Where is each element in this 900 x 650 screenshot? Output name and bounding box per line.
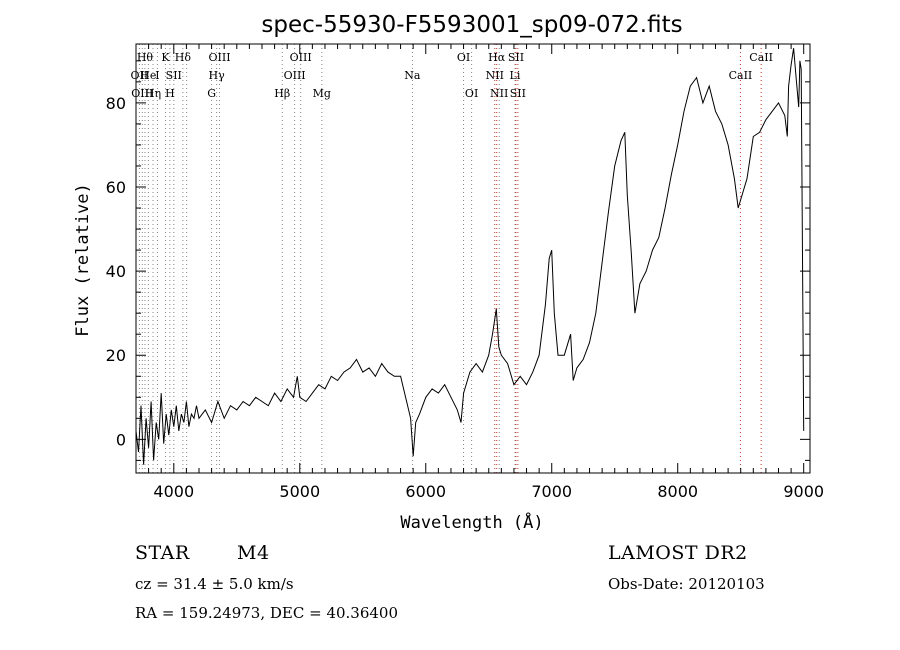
y-axis-label: Flux (relative)	[73, 183, 93, 337]
x-tick-label: 8000	[657, 482, 698, 501]
spectral-line-label: SII	[510, 87, 526, 100]
spectral-line-label: CaII	[749, 51, 773, 64]
x-tick-label: 5000	[279, 482, 320, 501]
spectral-line-markers	[138, 44, 762, 473]
plot-frame	[135, 43, 811, 474]
spectral-line-label: He	[140, 69, 156, 82]
spectral-line-label: OI	[457, 51, 470, 64]
spectrum-line	[135, 48, 805, 465]
spectral-line-label: Hθ	[137, 51, 154, 64]
y-tick-label: 0	[116, 430, 126, 449]
spectral-line-label: Hδ	[175, 51, 192, 64]
spectral-line-label: Hη	[145, 87, 161, 100]
redshift-text: cz = 31.4 ± 5.0 km/s	[135, 575, 294, 593]
y-tick-label: 80	[106, 94, 126, 113]
object-subclass: M4	[237, 542, 270, 564]
coordinates: RA = 159.24973, DEC = 40.36400	[135, 604, 399, 622]
spectral-line-label: G	[207, 87, 216, 100]
spectral-line-label: OIII	[208, 51, 230, 64]
x-tick-label: 9000	[783, 482, 824, 501]
x-tick-label: 4000	[153, 482, 194, 501]
spectral-line-label: Hα	[488, 51, 506, 64]
spectral-line-label: OI	[465, 87, 478, 100]
y-tick-label: 20	[106, 346, 126, 365]
spectral-line-label: Li	[510, 69, 521, 82]
spectral-line-label: I	[155, 69, 159, 82]
spectral-line-label: Mg	[313, 87, 331, 100]
x-tick-label: 6000	[405, 482, 446, 501]
spectral-line-label: Na	[404, 69, 421, 82]
spectral-line-label: OIII	[290, 51, 312, 64]
spectral-line-label: CaII	[729, 69, 753, 82]
object-class: STAR	[135, 542, 190, 564]
chart-title: spec-55930-F5593001_sp09-072.fits	[261, 12, 682, 38]
spectral-line-label: OIII	[131, 87, 153, 100]
x-tick-label: 7000	[531, 482, 572, 501]
spectral-line-label: SII	[508, 51, 524, 64]
y-tick-label: 60	[106, 178, 126, 197]
spectral-line-label: NII	[486, 69, 504, 82]
survey-name: LAMOST DR2	[608, 542, 748, 564]
spectral-line-label: SII	[166, 69, 182, 82]
spectral-line-label: NII	[490, 87, 508, 100]
axis-tick-labels: 4000 5000 6000 7000 8000 9000 0 20 40 60 80	[106, 94, 824, 501]
y-tick-label: 40	[106, 262, 126, 281]
spectral-line-labels: OII OIII Hθ He Hη IK H SII Hδ G Hγ OIII Hβ OIII OIII Mg…	[131, 51, 773, 100]
obs-date: Obs-Date: 20120103	[608, 575, 765, 593]
spectral-line-label: OIII	[284, 69, 306, 82]
spectral-line-label: Hβ	[274, 87, 290, 100]
spectral-line-label: OII	[131, 69, 149, 82]
spectral-line-label: K	[161, 51, 170, 64]
axis-ticks	[135, 44, 810, 473]
x-axis-label: Wavelength (Å)	[400, 511, 543, 533]
spectral-line-label: H	[165, 87, 175, 100]
spectral-line-label: Hγ	[209, 69, 226, 82]
